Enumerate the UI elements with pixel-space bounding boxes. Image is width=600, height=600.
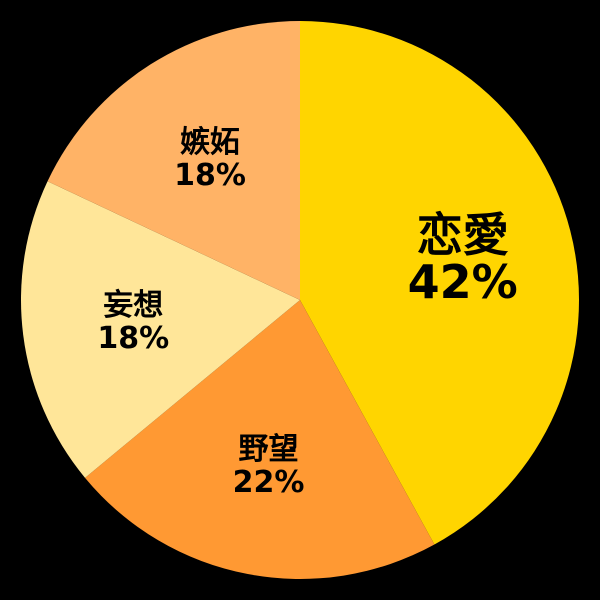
slice-label-1: 恋愛 42% (408, 208, 518, 309)
slice-category-text: 妄想 (103, 288, 163, 323)
slice-label-2: 野望 22% (233, 432, 305, 500)
slice-category-text: 野望 (239, 432, 299, 467)
slice-percent-text: 18% (174, 158, 246, 193)
slice-category-text: 嫉妬 (180, 125, 240, 160)
pie-slice-2 (85, 300, 435, 579)
slice-percent-text: 18% (97, 321, 169, 356)
slice-label-4: 嫉妬 18% (174, 125, 246, 193)
pie-slice-1 (300, 21, 580, 545)
pie-slice-3 (21, 181, 301, 478)
slice-percent-text: 22% (233, 465, 305, 500)
slice-category-text: 恋愛 (417, 208, 509, 262)
pie-slice-4 (47, 21, 300, 300)
slice-percent-text: 42% (408, 255, 518, 309)
slice-label-3: 妄想 18% (97, 288, 169, 356)
